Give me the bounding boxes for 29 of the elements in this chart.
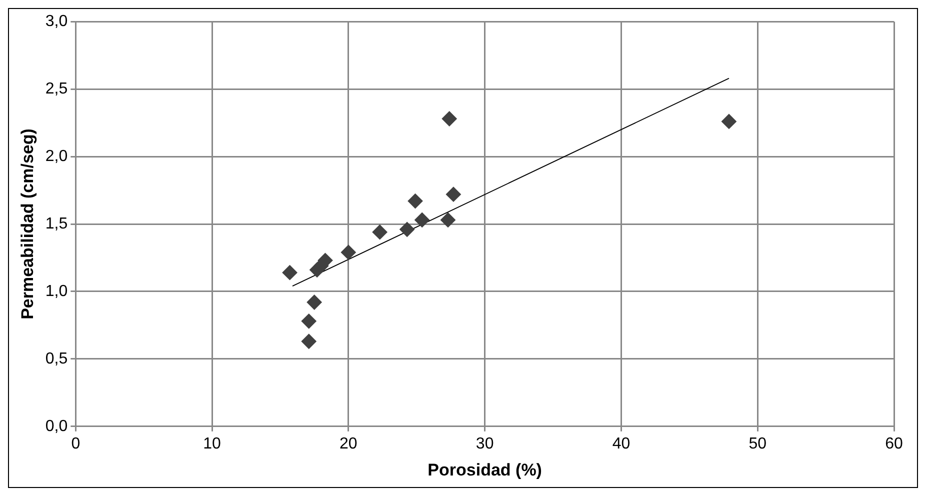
- y-tick-label: 0,0: [45, 418, 68, 435]
- x-tick-label: 30: [476, 435, 494, 452]
- y-tick-label: 2,5: [45, 80, 68, 98]
- point: [372, 224, 388, 240]
- y-tick-label: 0,5: [45, 350, 68, 368]
- x-tick-label: 40: [612, 435, 630, 452]
- x-tick-label: 60: [885, 435, 903, 452]
- point: [446, 186, 461, 202]
- y-tick-label: 1,5: [45, 215, 68, 232]
- point: [301, 334, 316, 349]
- x-axis-title: Porosidad (%): [428, 460, 542, 480]
- point: [721, 114, 736, 129]
- point: [282, 265, 298, 280]
- x-tick-label: 50: [748, 435, 767, 452]
- y-tick-label: 1,0: [45, 282, 68, 300]
- point: [414, 212, 430, 228]
- x-tick-label: 20: [340, 435, 358, 452]
- point: [408, 194, 423, 209]
- y-tick-label: 2,0: [45, 148, 68, 165]
- point: [442, 111, 457, 126]
- point: [306, 294, 322, 310]
- y-axis-title: Permeabilidad (cm/seg): [18, 128, 37, 320]
- point: [301, 314, 316, 329]
- x-tick-label: 10: [203, 435, 222, 452]
- x-tick-label: 0: [71, 435, 80, 452]
- point: [440, 212, 456, 228]
- point: [400, 222, 415, 237]
- point: [340, 244, 356, 260]
- y-tick-label: 3,0: [45, 13, 68, 30]
